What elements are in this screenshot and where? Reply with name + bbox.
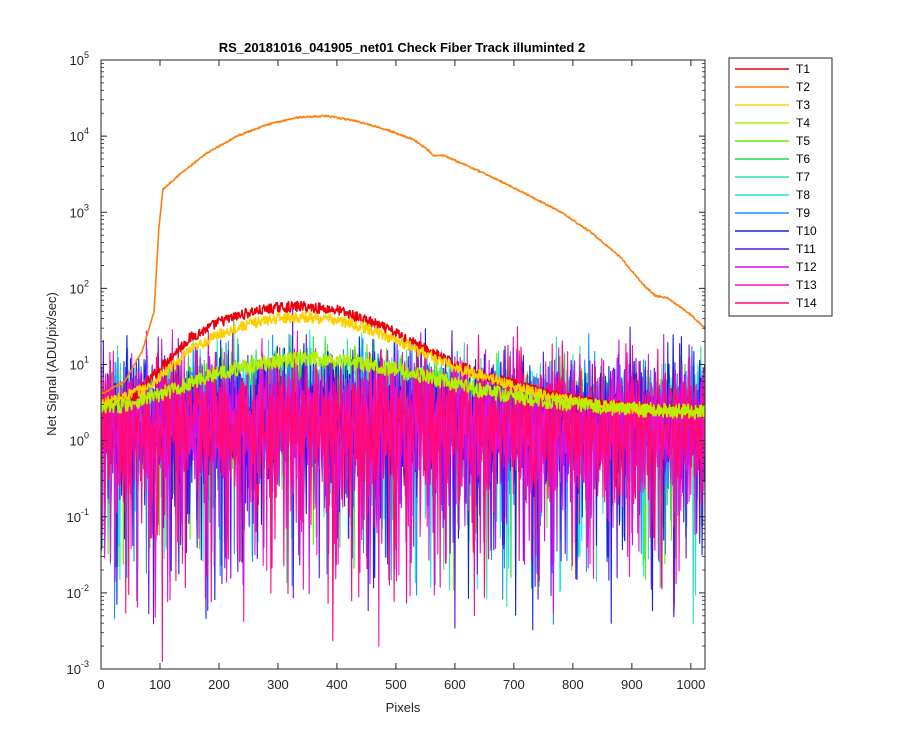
y-tick-label: 105	[70, 50, 89, 68]
x-ticks: 0 100 200 300 400 500 600 700 800 900 1000	[97, 60, 705, 692]
x-tick-label: 100	[149, 677, 171, 692]
legend-label-t14: T14	[796, 296, 817, 310]
legend-label-t10: T10	[796, 224, 817, 238]
x-tick-label: 700	[503, 677, 525, 692]
legend-box	[728, 57, 833, 317]
y-tick-label: 10-2	[67, 583, 89, 601]
legend-label-t8: T8	[796, 188, 810, 202]
legend-label-t6: T6	[796, 152, 810, 166]
legend-label-t3: T3	[796, 98, 810, 112]
y-tick-label: 103	[70, 202, 89, 220]
legend-label-t12: T12	[796, 260, 817, 274]
y-tick-label: 104	[70, 126, 89, 144]
legend: T1 T2 T3 T4 T5 T6 T7 T8 T9 T10 T11 T12 T13 T14	[728, 57, 833, 317]
x-tick-label: 0	[97, 677, 104, 692]
x-tick-label: 900	[621, 677, 643, 692]
series-line-t14	[101, 326, 705, 662]
legend-label-t5: T5	[796, 134, 810, 148]
x-tick-label: 1000	[676, 677, 705, 692]
x-axis-label: Pixels	[386, 700, 421, 715]
legend-label-t4: T4	[796, 116, 810, 130]
x-tick-label: 500	[385, 677, 407, 692]
y-ticks: 10-3 10-2 10-1 100 101 102 103 104 105	[67, 50, 705, 677]
legend-label-t1: T1	[796, 62, 810, 76]
legend-label-t13: T13	[796, 278, 817, 292]
x-tick-label: 800	[562, 677, 584, 692]
legend-label-t7: T7	[796, 170, 810, 184]
x-tick-label: 400	[326, 677, 348, 692]
y-axis-label: Net Signal (ADU/pix/sec)	[44, 292, 59, 436]
x-tick-label: 600	[444, 677, 466, 692]
series-line-t2	[101, 114, 705, 396]
y-tick-label: 102	[70, 278, 89, 296]
y-tick-label: 10-1	[67, 507, 89, 525]
x-tick-label: 200	[208, 677, 230, 692]
legend-label-t2: T2	[796, 80, 810, 94]
series-line-t4	[101, 350, 705, 420]
series-layer	[101, 114, 705, 662]
y-tick-label: 101	[70, 355, 89, 373]
legend-label-t9: T9	[796, 206, 810, 220]
y-tick-label: 100	[70, 431, 89, 449]
chart-title: RS_20181016_041905_net01 Check Fiber Tra…	[219, 40, 585, 55]
legend-label-t11: T11	[796, 242, 816, 256]
x-tick-label: 300	[267, 677, 289, 692]
y-tick-label: 10-3	[67, 659, 89, 677]
